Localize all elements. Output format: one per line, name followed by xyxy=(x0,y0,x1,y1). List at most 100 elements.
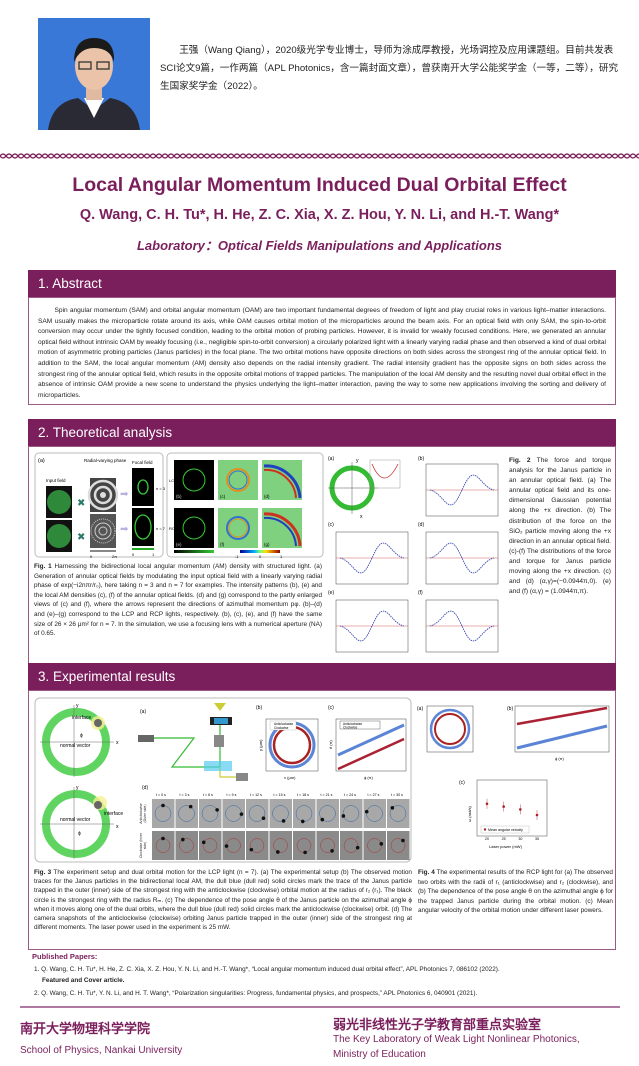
camera-snapshot xyxy=(199,799,222,828)
figure-3: interface normal vector x y ϕ interface n… xyxy=(34,697,412,863)
fig2-caption-text: The force and torque analysis for the Ja… xyxy=(509,457,611,596)
section-abstract-header: 1. Abstract xyxy=(28,270,616,297)
fig2-x-axis-label: x xyxy=(360,514,363,520)
janus-particle xyxy=(330,849,334,853)
camera-snapshot xyxy=(340,799,363,828)
footer-divider xyxy=(20,1006,620,1008)
fig2-label-d: (d) xyxy=(418,522,424,528)
fig4-caption: Fig. 4 The experimental results of the R… xyxy=(418,868,613,916)
n3-label: n = 3 xyxy=(156,486,166,491)
normal-vector-label: normal vector xyxy=(60,743,91,749)
data-point xyxy=(502,805,505,808)
snapshot-time-label: t = 15 s xyxy=(274,793,286,797)
fig2-label-a: (a) xyxy=(328,456,334,462)
janus-particle xyxy=(201,840,206,845)
force-curve xyxy=(429,542,495,574)
force-curve xyxy=(339,610,405,642)
phase-scale-min: 0 xyxy=(90,554,93,559)
janus-particle xyxy=(320,817,325,822)
fig3-label-c: (c) xyxy=(328,705,334,711)
snapshot-time-label: t = 0 s xyxy=(156,793,166,797)
am-colorbar xyxy=(240,550,280,553)
focal-scale-max: 1 xyxy=(152,552,155,557)
janus-particle xyxy=(181,837,185,842)
phase-mask-n7 xyxy=(90,514,116,548)
poster-title: Local Angular Momentum Induced Dual Orbi… xyxy=(72,174,567,196)
camera-snapshot xyxy=(152,799,175,828)
fig1-caption-text: Harnessing the bidirectional local angul… xyxy=(34,563,322,638)
authors: Q. Wang, C. H. Tu*, H. He, Z. C. Xia, X.… xyxy=(79,207,560,223)
fig4-x-axis-label: ϕ (π) xyxy=(555,756,564,761)
fig3-caption-text: The experiment setup and dual orbital mo… xyxy=(34,869,412,932)
data-point xyxy=(485,802,489,806)
y-axis-label: y xyxy=(76,785,79,791)
published-paper-2: 2. Q. Wang, C. H. Tu*, Y. N. Li, and H. … xyxy=(34,990,478,997)
fig2-plot xyxy=(425,463,499,517)
camera-snapshot xyxy=(246,799,269,828)
fig1-label-a: (a) xyxy=(38,458,45,464)
janus-particle xyxy=(300,819,305,824)
janus-particle xyxy=(355,845,360,850)
camera-snapshot xyxy=(152,831,175,860)
figure-4: (a) (b) ϕ (π) (c) Laser power (mW) ω (ra… xyxy=(417,705,610,849)
data-point xyxy=(535,813,539,817)
camera-snapshot xyxy=(222,831,245,860)
fig3-label-a: (a) xyxy=(140,709,146,715)
figure-2: (a) y x (b) (c) (d) (e) (f) xyxy=(328,456,499,653)
snapshot-time-label: t = 9 s xyxy=(227,793,237,797)
fig4-label-b: (b) xyxy=(507,706,513,712)
snapshot-time-label: t = 30 s xyxy=(391,793,403,797)
phase-scale-max: 2π xyxy=(112,554,117,559)
snapshot-time-label: t = 21 s xyxy=(321,793,333,797)
janus-particle xyxy=(379,842,384,846)
snapshot-time-label: t = 27 s xyxy=(368,793,380,797)
fig4c-legend: Mean angular velocity xyxy=(488,828,523,832)
am-colorbar-mid: 0 xyxy=(259,554,262,559)
laboratory: Laboratory：Optical Fields Manipulations … xyxy=(136,238,502,253)
janus-particle xyxy=(224,844,229,848)
y-axis-label: y (μm) xyxy=(258,739,263,751)
snapshot-time-label: t = 12 s xyxy=(250,793,262,797)
fig4-orbits-plot: (a) xyxy=(417,705,474,753)
camera-snapshot xyxy=(363,831,386,860)
force-curve xyxy=(429,610,495,642)
section-experiment-header: 3. Experimental results xyxy=(28,663,616,690)
fig1-label-e: (e) xyxy=(176,542,182,547)
janus-particle xyxy=(188,804,193,809)
figure-1: (a) Input field Radial-varying phase Foc… xyxy=(34,452,324,559)
published-paper-1-note: Featured and Cover article. xyxy=(42,977,125,984)
fig1-focal-label: Focal field xyxy=(132,460,153,465)
janus-particle xyxy=(364,809,369,814)
camera-snapshot xyxy=(222,799,245,828)
janus-particle xyxy=(161,803,165,808)
section-theory-header: 2. Theoretical analysis xyxy=(28,419,616,446)
fig1-label-b: (b) xyxy=(176,494,182,499)
x-tick-label: 30 xyxy=(518,837,522,841)
janus-particle xyxy=(239,812,244,816)
fig1-label-f: (f) xyxy=(220,542,225,547)
experimental-setup: (a) xyxy=(138,703,248,781)
fig1-label-g: (g) xyxy=(264,542,270,547)
fig2-label-f: (f) xyxy=(418,590,423,596)
force-curve xyxy=(339,542,405,574)
arrow-right-icon: ➡ xyxy=(120,489,129,500)
camera-snapshot xyxy=(387,831,410,860)
fig2-plot xyxy=(335,531,409,585)
footer-lab-en-1: The Key Laboratory of Weak Light Nonline… xyxy=(333,1034,580,1045)
fig4-theta-phi-plot: (b) ϕ (π) xyxy=(507,705,610,761)
rcp-label: RCP xyxy=(169,526,178,531)
footer-school-cn: 南开大学物理科学学院 xyxy=(20,1021,151,1036)
fig3-caption: Fig. 3 The experiment setup and dual orb… xyxy=(34,868,412,932)
wave-divider xyxy=(0,153,639,159)
fig2-caption: Fig. 2 The force and torque analysis for… xyxy=(509,456,611,597)
camera-snapshot xyxy=(175,831,198,860)
normal-vector-label: normal vector xyxy=(60,817,91,823)
multiply-icon: ✖ xyxy=(77,532,85,543)
janus-particle xyxy=(249,847,254,852)
interface-label: interface xyxy=(72,715,91,721)
camera-snapshot xyxy=(199,831,222,860)
janus-ring-diagram-bottom: interface normal vector x y ϕ xyxy=(40,785,123,859)
x-axis-label: x xyxy=(116,824,119,830)
janus-particle xyxy=(341,814,346,818)
fig2-plot xyxy=(335,599,409,653)
